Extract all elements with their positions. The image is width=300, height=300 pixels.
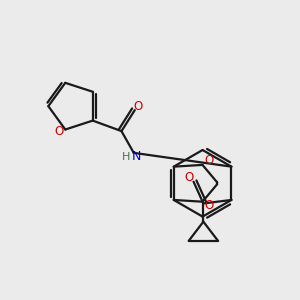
- Text: O: O: [204, 200, 213, 212]
- Text: O: O: [54, 125, 64, 138]
- Text: O: O: [184, 171, 193, 184]
- Text: O: O: [204, 154, 213, 167]
- Text: N: N: [132, 149, 142, 163]
- Text: H: H: [122, 152, 130, 162]
- Text: O: O: [134, 100, 143, 113]
